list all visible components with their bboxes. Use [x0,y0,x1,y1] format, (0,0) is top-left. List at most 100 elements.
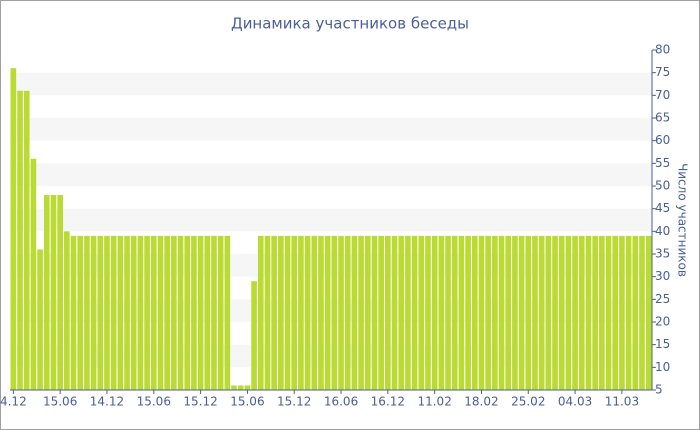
bar [17,90,23,391]
grid-band [10,254,652,277]
bar [364,235,371,390]
bar [224,235,231,390]
bar [358,235,364,390]
bar [50,195,57,390]
grid-band [10,344,652,368]
bar [137,235,144,390]
y-tick-label: 55 [655,156,670,170]
y-tick-label: 35 [655,247,670,261]
bar [197,235,204,390]
bar [485,235,491,390]
bar [518,235,525,390]
bar [331,235,338,390]
x-tick-label: 14.12 [90,395,124,409]
y-tick-label: 70 [655,88,670,102]
bar [204,235,211,390]
bar [418,235,425,390]
bar [411,235,418,390]
y-tick-label: 80 [655,43,670,57]
bar [318,235,324,390]
bar [445,235,451,390]
y-tick-label: 60 [655,133,670,147]
bar [639,235,645,390]
bar [538,235,545,390]
bar [217,235,224,390]
bar [391,235,398,390]
x-tick-label: 15.06 [137,395,171,409]
bar [237,385,244,390]
y-tick-label: 10 [655,360,670,374]
bar [505,235,512,390]
bar [378,235,384,390]
y-tick-label: 75 [655,65,670,79]
y-tick-label: 20 [655,315,670,329]
bar [645,235,652,390]
bar [191,235,197,390]
bar [57,195,63,390]
bar [344,235,351,390]
bar [438,235,445,390]
bar [124,235,130,390]
bar [471,235,478,390]
bar [532,235,538,390]
bar [171,235,177,390]
grid-band [10,208,652,232]
bar [458,235,465,390]
y-axis-label: Число участников [676,163,690,277]
bar [30,158,37,390]
bar [311,235,318,390]
bar [278,235,284,390]
x-tick-label: 4.12 [0,395,27,409]
bar [144,235,150,390]
grid-band [10,118,652,141]
bar [97,235,104,390]
bar [298,235,304,390]
x-tick-label: 04.03 [558,395,592,409]
bar [23,90,30,391]
bar [565,235,572,390]
bar [619,235,625,390]
bar [605,235,612,390]
bar [625,235,632,390]
bar [130,235,137,390]
bar [525,235,532,390]
y-tick-label: 15 [655,337,670,351]
bar [211,235,217,390]
bar [231,385,237,390]
bar [257,235,264,390]
bar [284,235,291,390]
x-tick-label: 15.06 [230,395,264,409]
bar [264,235,271,390]
bar [398,235,405,390]
chart-title: Динамика участников беседы [231,15,469,33]
bar [251,281,257,390]
bar [592,235,598,390]
bar [585,235,592,390]
x-tick-label: 25.02 [511,395,545,409]
bar [110,235,117,390]
bar [492,235,498,390]
bar [244,385,251,390]
bar [338,235,344,390]
bar [70,235,77,390]
x-tick-label: 18.02 [464,395,498,409]
y-tick-label: 25 [655,292,670,306]
x-tick-label: 15.12 [277,395,311,409]
bar [150,235,157,390]
bar [77,235,84,390]
bar [117,235,124,390]
x-tick-label: 15.06 [43,395,77,409]
bar [405,235,411,390]
bar [552,235,558,390]
y-tick-label: 40 [655,224,670,238]
grid-band [10,163,652,186]
x-tick-label: 15.12 [183,395,217,409]
bar [43,195,50,390]
x-tick-label: 16.06 [324,395,358,409]
x-tick-label: 11.03 [605,395,639,409]
bar [425,235,431,390]
bar [599,235,605,390]
bar [451,235,458,390]
bar [558,235,565,390]
